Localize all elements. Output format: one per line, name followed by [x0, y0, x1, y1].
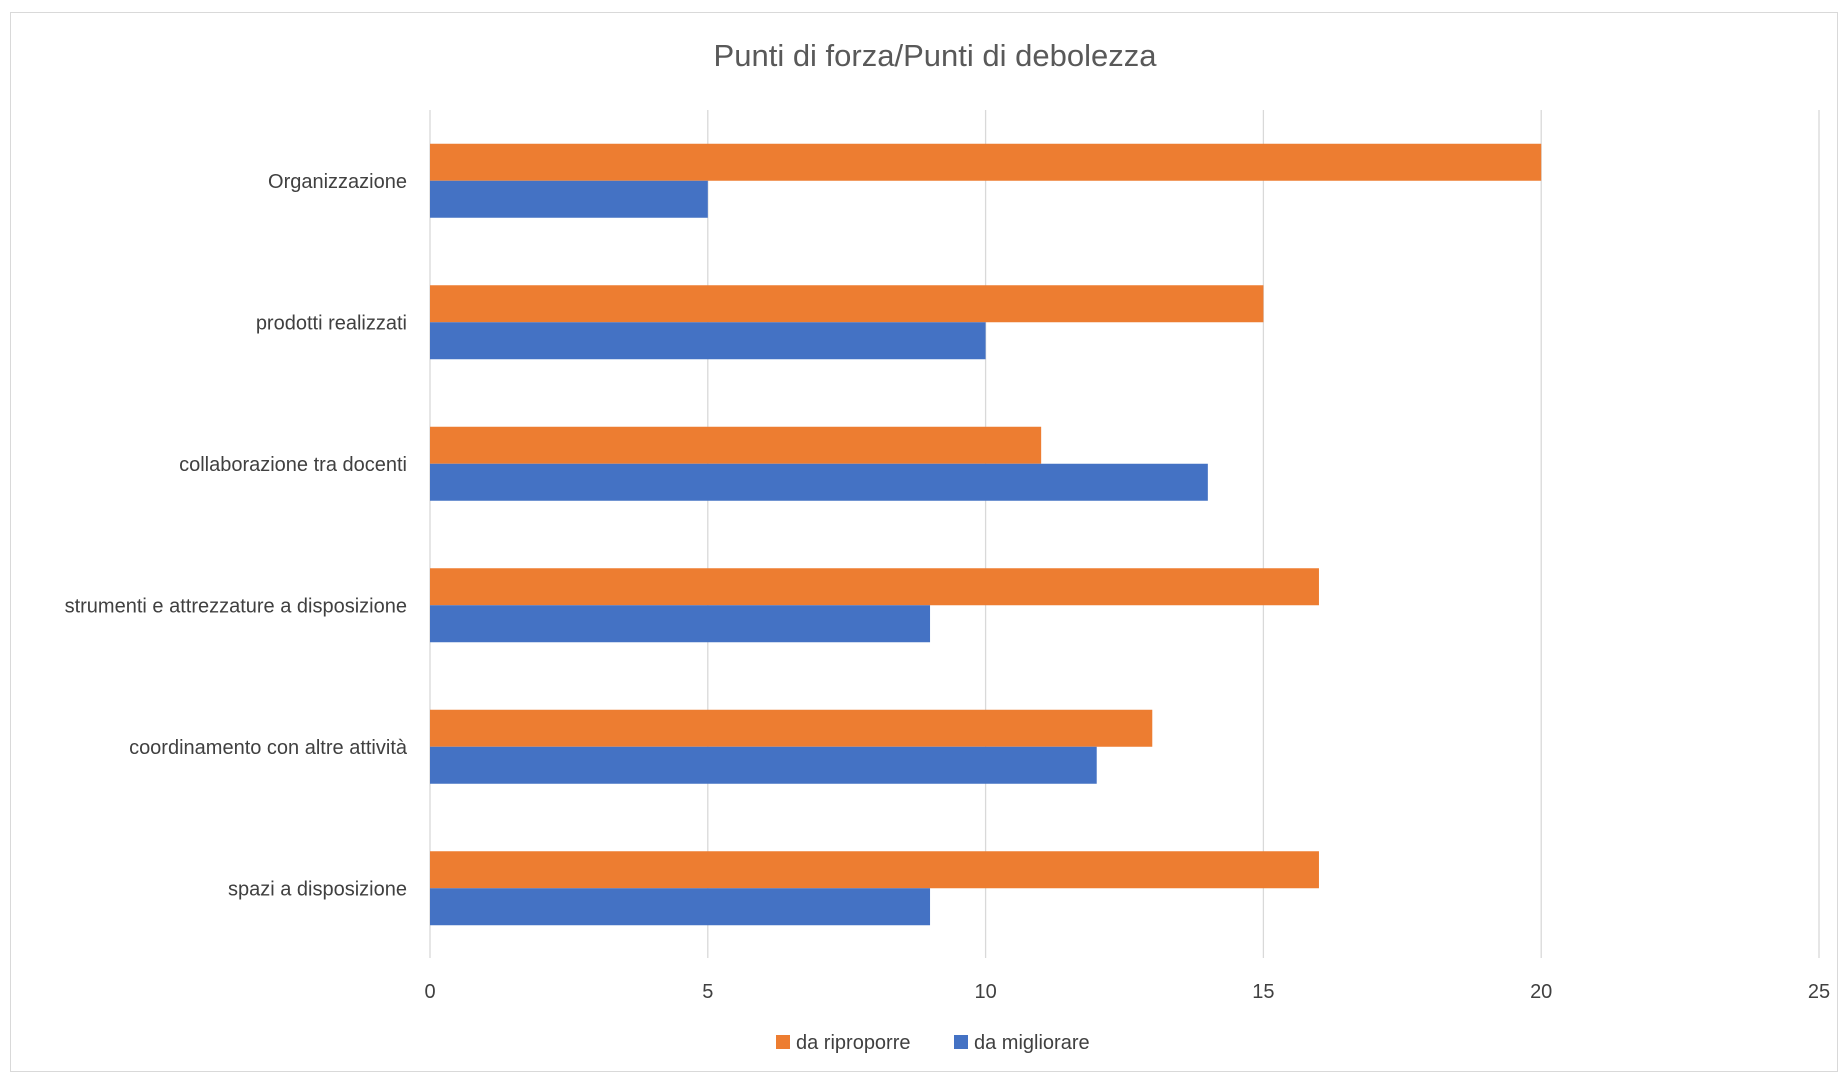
legend: da riproporre da migliorare	[776, 1032, 1090, 1054]
category-label: prodotti realizzati	[256, 312, 407, 334]
bars	[430, 143, 1542, 926]
x-tick-label: 20	[1530, 981, 1552, 1003]
x-tick-label: 0	[424, 981, 435, 1003]
bar-da-riproporre-4	[430, 709, 1153, 747]
legend-label-da-migliorare: da migliorare	[974, 1032, 1090, 1054]
bar-da-riproporre-2	[430, 426, 1042, 464]
x-tick-label: 15	[1252, 981, 1274, 1003]
bar-da-migliorare-3	[430, 605, 931, 643]
x-axis-tick-labels: 0 5 10 15 20 25	[424, 981, 1830, 1003]
legend-label-da-riproporre: da riproporre	[796, 1032, 911, 1054]
x-tick-label: 5	[702, 981, 713, 1003]
x-tick-label: 25	[1808, 981, 1830, 1003]
bar-da-riproporre-1	[430, 285, 1264, 323]
gridlines	[429, 110, 1820, 958]
bar-da-migliorare-4	[430, 746, 1097, 784]
category-label: strumenti e attrezzature a disposizione	[65, 595, 407, 617]
bar-da-riproporre-5	[430, 851, 1319, 889]
bar-da-migliorare-2	[430, 463, 1208, 501]
bar-da-riproporre-3	[430, 568, 1319, 606]
bar-da-migliorare-5	[430, 888, 931, 926]
category-label: spazi a disposizione	[228, 878, 407, 900]
bar-da-migliorare-0	[430, 180, 708, 218]
x-tick-label: 10	[974, 981, 996, 1003]
category-labels: Organizzazione prodotti realizzati collabo…	[65, 171, 408, 901]
category-label: Organizzazione	[268, 171, 407, 193]
category-label: coordinamento con altre attività	[129, 737, 408, 759]
legend-swatch-da-riproporre	[776, 1035, 790, 1049]
bar-da-migliorare-1	[430, 322, 986, 360]
bar-da-riproporre-0	[430, 143, 1542, 181]
legend-swatch-da-migliorare	[954, 1035, 968, 1049]
category-label: collaborazione tra docenti	[179, 454, 407, 476]
chart-title: Punti di forza/Punti di debolezza	[714, 38, 1158, 73]
